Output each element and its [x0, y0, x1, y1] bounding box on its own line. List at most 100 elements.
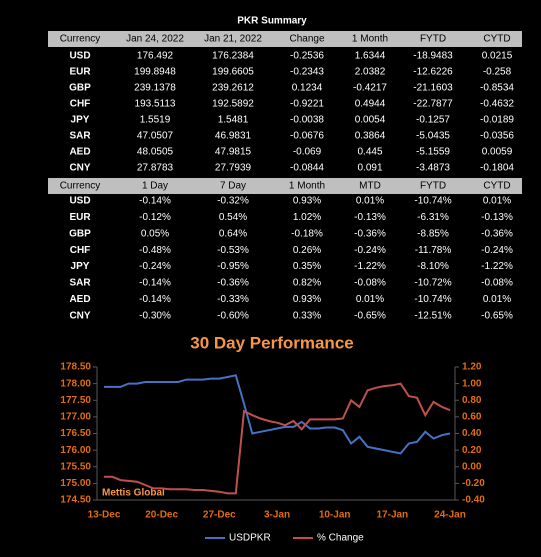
header-band	[48, 31, 522, 47]
table-cell: -0.14%	[139, 294, 171, 305]
series-line	[104, 382, 451, 495]
table-cell: EUR	[69, 212, 91, 223]
y-tick-label: 177.00	[60, 412, 91, 423]
x-tick-label: 13-Dec	[88, 510, 121, 521]
table-cell: GBP	[69, 83, 91, 94]
table-cell: CNY	[69, 163, 90, 174]
y2-tick-label: 0.00	[462, 461, 482, 472]
table-cell: 0.4944	[355, 99, 386, 110]
table-cell: 0.01%	[356, 294, 384, 305]
table-cell: -0.08%	[481, 278, 513, 289]
table-cell: -21.1603	[413, 83, 453, 94]
table-cell: 1.02%	[293, 212, 321, 223]
y-tick-label: 175.00	[60, 478, 91, 489]
header-band	[48, 178, 522, 194]
table-cell: -0.2536	[290, 51, 324, 62]
table-cell: -0.12%	[139, 212, 171, 223]
series-line	[104, 374, 451, 455]
table-cell: 193.5113	[135, 99, 176, 110]
table-cell: -0.24%	[354, 245, 386, 256]
x-tick-label: 3-Jan	[264, 510, 290, 521]
table-cell: -10.74%	[414, 196, 451, 207]
table-cell: 0.05%	[141, 228, 169, 239]
table-cell: 0.93%	[293, 294, 321, 305]
table-cell: -0.14%	[139, 278, 171, 289]
column-header: 1 Month	[289, 181, 325, 192]
table-cell: -1.22%	[354, 261, 386, 272]
annotation: Mettis Global	[102, 488, 165, 499]
table-cell: -0.13%	[354, 212, 386, 223]
table-cell: -0.258	[483, 67, 512, 78]
table-cell: -8.10%	[417, 261, 449, 272]
table-cell: -8.85%	[417, 228, 449, 239]
table-cell: CHF	[70, 99, 91, 110]
table-cell: -1.22%	[481, 261, 513, 272]
table-cell: 0.93%	[293, 196, 321, 207]
table-cell: -0.08%	[354, 278, 386, 289]
table-cell: GBP	[69, 228, 91, 239]
table-cell: 0.3864	[355, 131, 386, 142]
table-cell: 239.1378	[134, 83, 176, 94]
table-cell: -0.9221	[290, 99, 324, 110]
x-tick-label: 17-Jan	[376, 510, 408, 521]
column-header: Change	[289, 34, 324, 45]
table-cell: USD	[69, 51, 90, 62]
table-cell: -12.51%	[414, 310, 451, 321]
column-header: 1 Day	[142, 181, 168, 192]
column-header: Currency	[60, 34, 101, 45]
table-cell: 0.01%	[356, 196, 384, 207]
table-cell: -5.1559	[416, 147, 450, 158]
table-cell: AED	[69, 294, 90, 305]
column-header: Currency	[60, 181, 101, 192]
column-header: 7 Day	[220, 181, 246, 192]
y-tick-label: 175.50	[60, 461, 91, 472]
column-header: FYTD	[420, 34, 446, 45]
table-cell: -12.6226	[413, 67, 453, 78]
table-cell: 0.445	[357, 147, 382, 158]
y2-tick-label: -0.40	[462, 495, 485, 506]
table-cell: -0.60%	[217, 310, 249, 321]
table-cell: 0.54%	[219, 212, 247, 223]
table-cell: 0.01%	[483, 196, 511, 207]
table-cell: -0.0356	[480, 131, 514, 142]
table-cell: 47.9815	[215, 147, 252, 158]
table-cell: 199.8948	[134, 67, 176, 78]
table-cell: -0.1804	[480, 163, 514, 174]
table-cell: USD	[69, 196, 90, 207]
table-cell: -0.24%	[481, 245, 513, 256]
table-cell: 192.5892	[212, 99, 254, 110]
table-cell: -0.53%	[217, 245, 249, 256]
y2-tick-label: 1.20	[462, 362, 482, 373]
y-tick-label: 178.00	[60, 378, 91, 389]
table-cell: -0.32%	[217, 196, 249, 207]
table-cell: SAR	[69, 278, 91, 289]
table-cell: -0.36%	[481, 228, 513, 239]
table-cell: 0.26%	[293, 245, 321, 256]
table-cell: AED	[69, 147, 90, 158]
table-cell: -0.8534	[480, 83, 514, 94]
column-header: MTD	[359, 181, 381, 192]
table-cell: 0.01%	[483, 294, 511, 305]
table-cell: -10.74%	[414, 294, 451, 305]
table-cell: -0.4217	[353, 83, 387, 94]
table-cell: 0.0054	[355, 115, 386, 126]
table-cell: 0.1234	[292, 83, 323, 94]
table-cell: 176.492	[137, 51, 174, 62]
table-cell: -0.48%	[139, 245, 171, 256]
table-cell: -0.1257	[416, 115, 450, 126]
table-cell: CHF	[70, 245, 91, 256]
table-cell: -0.18%	[291, 228, 323, 239]
table-cell: CNY	[69, 310, 90, 321]
table-cell: -5.0435	[416, 131, 450, 142]
table-cell: -6.31%	[417, 212, 449, 223]
chart-title: 30 Day Performance	[190, 333, 353, 352]
table-cell: JPY	[71, 115, 90, 126]
table-cell: 0.0215	[482, 51, 513, 62]
column-header: CYTD	[483, 181, 510, 192]
table-cell: 0.35%	[293, 261, 321, 272]
table-cell: -0.33%	[217, 294, 249, 305]
table-cell: -0.36%	[354, 228, 386, 239]
table-cell: 0.33%	[293, 310, 321, 321]
table-cell: -0.36%	[217, 278, 249, 289]
